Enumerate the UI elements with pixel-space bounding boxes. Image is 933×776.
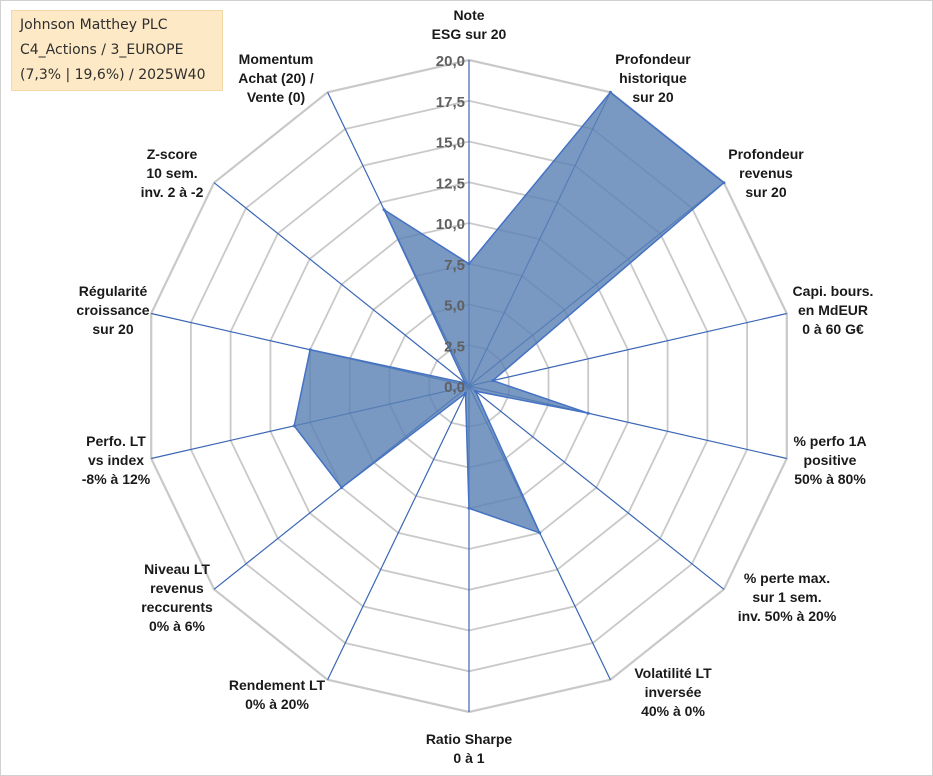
period-line: (7,3% | 19,6%) / 2025W40 (20, 67, 206, 83)
axis-label-12-line-1: 10 sem. (146, 165, 197, 181)
axis-label-13-line-0: Momentum (239, 51, 314, 67)
axis-label-0-line-0: Note (453, 7, 484, 23)
tick-label-3: 7,5 (444, 257, 465, 274)
axis-label-10: Perfo. LT vs index -8% à 12% (82, 433, 151, 487)
category-line: C4_Actions / 3_EUROPE (20, 42, 184, 58)
axis-label-5-line-2: inv. 50% à 20% (738, 608, 837, 624)
axis-label-1-line-0: Profondeur (615, 51, 691, 67)
radar-axis-labels: Note ESG sur 20 Profondeur historique sur 20… (76, 7, 873, 766)
axis-label-1-line-1: historique (619, 70, 687, 86)
data-point-7 (467, 506, 471, 510)
radar-tick-labels: 0,0 2,5 5,0 7,5 10,0 12,5 15,0 17,5 20,0 (436, 53, 465, 396)
data-point-1 (608, 90, 612, 94)
axis-label-7-line-0: Ratio Sharpe (426, 731, 513, 747)
axis-label-10-line-2: -8% à 12% (82, 471, 151, 487)
data-point-5 (473, 389, 477, 393)
axis-label-13-line-1: Achat (20) / (238, 70, 314, 86)
tick-label-8: 20,0 (436, 53, 465, 70)
axis-label-12-line-2: inv. 2 à -2 (141, 184, 204, 200)
axis-label-11-line-1: croissance (76, 302, 149, 318)
company-name: Johnson Matthey PLC (20, 17, 168, 33)
axis-label-4: % perfo 1A positive 50% à 80% (793, 433, 866, 487)
axis-label-1-line-2: sur 20 (632, 89, 673, 105)
axis-label-6-line-1: inversée (645, 684, 702, 700)
axis-label-9: Niveau LT revenus reccurents 0% à 6% (141, 561, 213, 634)
axis-label-8-line-0: Rendement LT (229, 677, 326, 693)
tick-label-1: 2,5 (444, 338, 465, 355)
data-point-4 (586, 411, 590, 415)
tick-label-6: 15,0 (436, 135, 465, 152)
spoke-5 (468, 385, 725, 590)
data-point-12 (463, 381, 467, 385)
axis-label-9-line-3: 0% à 6% (149, 618, 206, 634)
radar-series (292, 90, 726, 535)
axis-label-11: Régularité croissance sur 20 (76, 283, 149, 337)
tick-label-4: 10,0 (436, 216, 465, 233)
axis-label-4-line-1: positive (804, 452, 857, 468)
axis-label-3-line-1: en MdEUR (798, 302, 868, 318)
tick-label-5: 12,5 (436, 175, 465, 192)
axis-label-3: Capi. bours. en MdEUR 0 à 60 G€ (793, 283, 874, 337)
axis-label-0: Note ESG sur 20 (432, 7, 507, 42)
axis-label-9-line-1: revenus (150, 580, 204, 596)
axis-label-6-line-0: Volatilité LT (634, 665, 712, 681)
axis-label-11-line-2: sur 20 (92, 321, 133, 337)
axis-label-2: Profondeur revenus sur 20 (728, 146, 804, 200)
axis-label-5-line-0: % perte max. (744, 570, 830, 586)
data-point-6 (538, 531, 542, 535)
axis-label-12: Z-score 10 sem. inv. 2 à -2 (141, 146, 204, 200)
axis-label-11-line-0: Régularité (79, 283, 148, 299)
axis-label-10-line-1: vs index (88, 452, 144, 468)
axis-label-8-line-1: 0% à 20% (245, 696, 309, 712)
axis-label-12-line-0: Z-score (147, 146, 198, 162)
axis-label-1: Profondeur historique sur 20 (615, 51, 691, 105)
axis-label-6-line-2: 40% à 0% (641, 703, 705, 719)
data-point-11 (308, 348, 312, 352)
axis-label-5: % perte max. sur 1 sem. inv. 50% à 20% (738, 570, 837, 624)
tick-label-7: 17,5 (436, 94, 465, 111)
data-point-13 (382, 208, 386, 212)
tick-label-0: 0,0 (444, 379, 465, 396)
spoke-3 (468, 312, 787, 387)
data-point-3 (491, 379, 495, 383)
axis-label-4-line-0: % perfo 1A (793, 433, 866, 449)
spoke-8 (327, 385, 470, 680)
axis-label-2-line-1: revenus (739, 165, 793, 181)
axis-label-7-line-1: 0 à 1 (453, 750, 484, 766)
axis-label-0-line-1: ESG sur 20 (432, 26, 507, 42)
data-point-0 (467, 262, 471, 266)
data-point-2 (722, 181, 726, 185)
info-box: Johnson Matthey PLC C4_Actions / 3_EUROP… (11, 10, 223, 91)
data-point-8 (464, 391, 467, 395)
axis-label-6: Volatilité LT inversée 40% à 0% (634, 665, 712, 719)
series-area (293, 91, 726, 535)
axis-label-9-line-0: Niveau LT (144, 561, 210, 577)
axis-label-13: Momentum Achat (20) / Vente (0) (238, 51, 314, 105)
axis-label-10-line-0: Perfo. LT (86, 433, 146, 449)
axis-label-13-line-2: Vente (0) (247, 89, 305, 105)
axis-label-7: Ratio Sharpe 0 à 1 (426, 731, 513, 766)
spoke-12 (213, 182, 470, 387)
axis-label-8: Rendement LT 0% à 20% (229, 677, 326, 712)
axis-label-2-line-2: sur 20 (745, 184, 786, 200)
tick-label-2: 5,0 (444, 298, 465, 315)
axis-label-3-line-2: 0 à 60 G€ (802, 321, 864, 337)
data-point-9 (340, 486, 344, 490)
axis-label-9-line-2: reccurents (141, 599, 213, 615)
axis-label-3-line-0: Capi. bours. (793, 283, 874, 299)
axis-label-2-line-0: Profondeur (728, 146, 804, 162)
data-point-10 (292, 424, 296, 428)
axis-label-5-line-1: sur 1 sem. (752, 589, 821, 605)
axis-label-4-line-2: 50% à 80% (794, 471, 866, 487)
